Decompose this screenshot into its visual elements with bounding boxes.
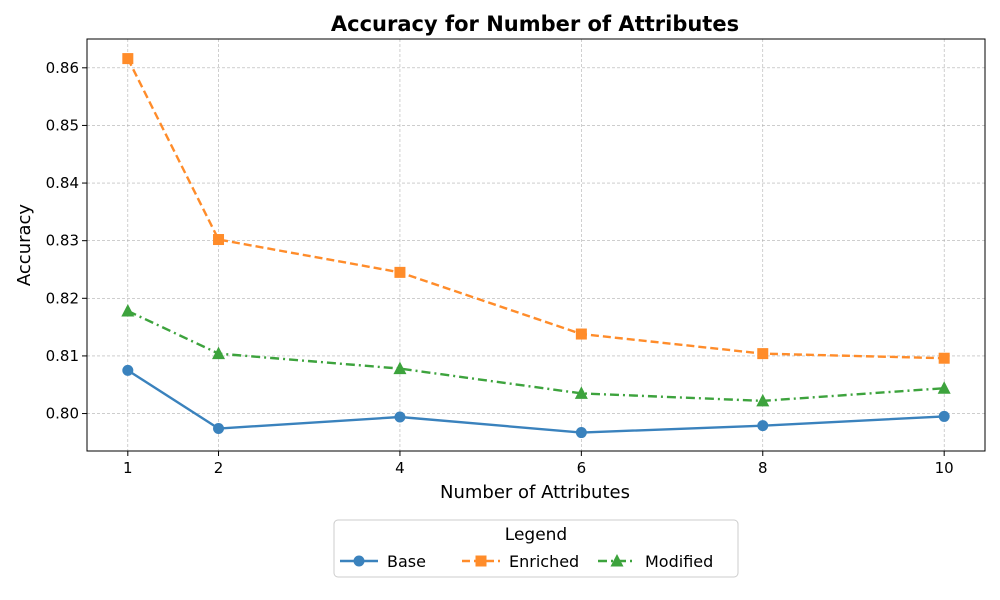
data-point-enriched bbox=[122, 53, 134, 65]
legend-label-base: Base bbox=[387, 552, 426, 571]
data-point-base bbox=[757, 420, 769, 432]
data-point-enriched bbox=[938, 352, 950, 364]
data-point-modified bbox=[937, 381, 951, 394]
data-point-enriched bbox=[213, 234, 225, 246]
legend-title: Legend bbox=[505, 525, 567, 545]
data-point-modified bbox=[574, 386, 588, 399]
x-tick-label: 1 bbox=[123, 459, 133, 477]
series-enriched bbox=[122, 53, 950, 364]
data-point-base bbox=[938, 410, 950, 422]
y-tick-label: 0.86 bbox=[46, 59, 79, 77]
data-point-enriched bbox=[757, 348, 769, 360]
data-point-enriched bbox=[575, 328, 587, 340]
legend-marker-modified bbox=[610, 554, 624, 567]
legend: Legend Base Enriched Modified bbox=[333, 519, 739, 578]
legend-item-enriched: Enriched bbox=[462, 552, 579, 571]
data-point-modified bbox=[756, 393, 770, 407]
series-modified bbox=[121, 303, 951, 407]
plot-frame bbox=[86, 38, 986, 452]
y-tick-label: 0.83 bbox=[46, 232, 79, 250]
series-line-base bbox=[127, 369, 945, 434]
x-tick-label: 6 bbox=[577, 459, 587, 477]
chart-title: Accuracy for Number of Attributes bbox=[331, 12, 739, 36]
series-line-enriched bbox=[126, 58, 945, 360]
y-tick-label: 0.81 bbox=[46, 347, 79, 365]
data-point-base bbox=[122, 364, 134, 376]
x-axis-label: Number of Attributes bbox=[440, 482, 630, 503]
y-tick-label: 0.84 bbox=[46, 174, 79, 192]
y-tick-label: 0.80 bbox=[46, 405, 79, 423]
data-point-modified bbox=[393, 361, 407, 375]
series-layer bbox=[121, 53, 951, 439]
legend-box bbox=[333, 519, 739, 578]
data-point-modified bbox=[212, 346, 226, 360]
data-point-base bbox=[394, 411, 406, 423]
x-tick-label: 10 bbox=[935, 459, 954, 477]
y-tick-label: 0.82 bbox=[46, 289, 79, 307]
legend-items: Base Enriched Modified bbox=[340, 552, 713, 571]
legend-marker-base bbox=[353, 555, 365, 567]
series-line-modified bbox=[127, 309, 945, 403]
legend-marker-enriched bbox=[475, 555, 487, 567]
x-tick-label: 4 bbox=[395, 459, 405, 477]
legend-item-modified: Modified bbox=[598, 552, 713, 571]
axis-ticks: 1 2 4 6 8 10 0.80 0.81 0.82 0.83 0.84 0.85 0.86 bbox=[46, 59, 954, 477]
data-point-base bbox=[213, 423, 225, 435]
legend-label-modified: Modified bbox=[645, 552, 713, 571]
data-point-modified bbox=[121, 303, 135, 317]
y-tick-label: 0.85 bbox=[46, 116, 79, 134]
x-tick-label: 8 bbox=[758, 459, 768, 477]
legend-label-enriched: Enriched bbox=[509, 552, 579, 571]
series-base bbox=[122, 364, 950, 439]
data-point-base bbox=[575, 427, 587, 439]
legend-item-base: Base bbox=[340, 552, 426, 571]
data-point-enriched bbox=[394, 266, 406, 278]
y-axis-label: Accuracy bbox=[14, 204, 35, 287]
x-tick-label: 2 bbox=[214, 459, 224, 477]
